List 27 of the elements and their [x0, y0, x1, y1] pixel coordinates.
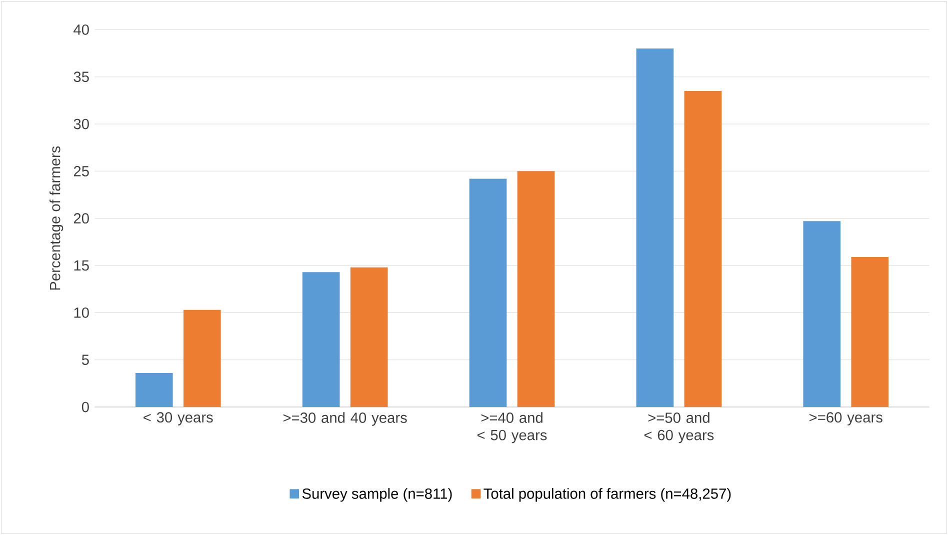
y-tick-label: 25: [74, 166, 89, 176]
x-tick-label: < 30 years: [144, 412, 213, 426]
x-tick-label: >=50 and < 60 years: [644, 412, 714, 444]
bar: [636, 48, 674, 407]
y-tick-label: 0: [82, 402, 89, 412]
x-tick-label: >=30 and 40 years: [283, 412, 407, 426]
bar: [851, 257, 889, 407]
bar: [469, 178, 507, 407]
y-tick-label: 35: [74, 72, 89, 82]
bar: [135, 373, 173, 407]
bar: [302, 272, 340, 407]
y-tick-label: 40: [74, 24, 89, 35]
x-tick-label: >=40 and < 50 years: [477, 412, 547, 444]
y-tick-label: 20: [74, 213, 89, 224]
legend-label: Total population of farmers (n=48,257): [484, 488, 731, 502]
y-tick-label: 30: [74, 118, 89, 130]
bar: [350, 267, 388, 407]
legend-label: Survey sample (n=811): [302, 488, 452, 502]
y-tick-label: 10: [74, 307, 89, 318]
bar: [183, 310, 221, 407]
y-axis-title: Percentage of farmers: [50, 146, 64, 290]
bar: [684, 90, 722, 407]
y-tick-label: 5: [82, 354, 89, 365]
bar: [517, 171, 555, 407]
bar: [803, 221, 841, 407]
y-tick-label: 15: [74, 260, 89, 271]
x-tick-label: >=60 years: [810, 412, 882, 426]
